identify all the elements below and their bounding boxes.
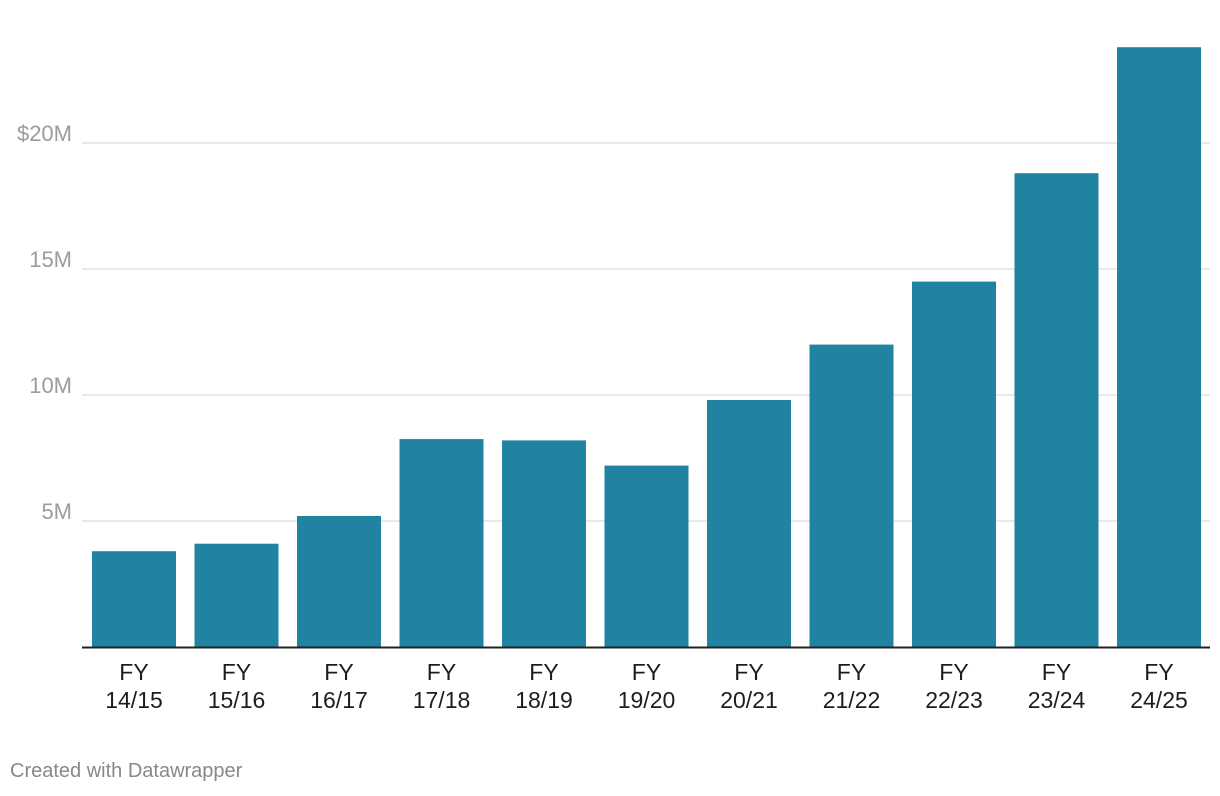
x-tick-label: FY 20/21 (720, 659, 778, 713)
x-tick-label: FY 22/23 (925, 659, 983, 713)
x-tick-label: FY 15/16 (208, 659, 266, 713)
x-tick-label: FY 17/18 (413, 659, 471, 713)
bar (502, 440, 586, 647)
bar (1014, 173, 1099, 647)
bar (809, 344, 894, 647)
x-tick-label: FY 19/20 (618, 659, 676, 713)
x-tick-label: FY 21/22 (823, 659, 881, 713)
bars (92, 47, 1201, 647)
y-tick-label: 5M (41, 499, 72, 524)
y-tick-label: 15M (29, 247, 72, 272)
y-tick-label: $20M (17, 121, 72, 146)
x-tick-label: FY 14/15 (105, 659, 163, 713)
bar (707, 400, 791, 647)
bar (1117, 47, 1201, 647)
x-tick-label: FY 24/25 (1130, 659, 1188, 713)
category-labels: FY 14/15 FY 15/16 FY 16/17 FY 17/18 FY 18/19 FY 19/… (105, 659, 1188, 713)
bar (297, 516, 381, 647)
bar (194, 543, 279, 647)
bar (399, 439, 484, 647)
x-tick-label: FY 16/17 (310, 659, 368, 713)
x-tick-label: FY 23/24 (1028, 659, 1086, 713)
x-tick-label: FY 18/19 (515, 659, 573, 713)
bar (604, 465, 689, 647)
gridlines: 5M 10M 15M $20M (17, 121, 1210, 524)
bar (92, 551, 176, 647)
y-tick-label: 10M (29, 373, 72, 398)
datawrapper-credit[interactable]: Created with Datawrapper (10, 760, 243, 782)
bar (912, 281, 996, 647)
